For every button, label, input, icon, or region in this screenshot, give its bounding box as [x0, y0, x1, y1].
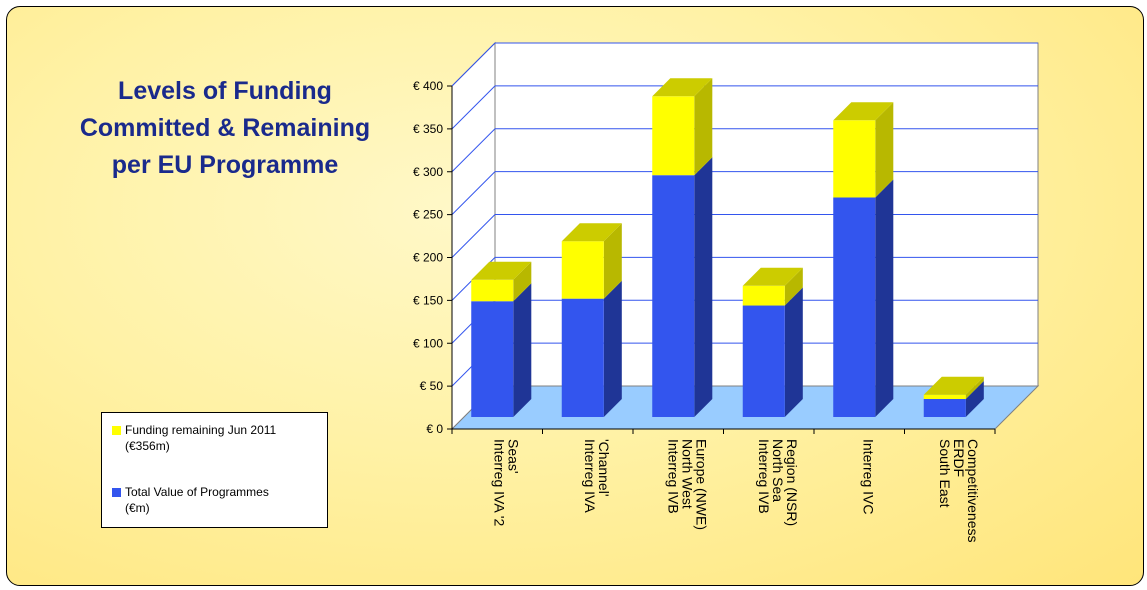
legend-swatch-remaining — [112, 426, 121, 435]
bar-3-series-1-front — [742, 285, 785, 306]
bar-2-series-1-front — [652, 96, 695, 176]
bar-2-series-0 — [652, 157, 713, 417]
bar-4-series-0-front — [833, 197, 876, 417]
y-tick-label-7: € 350 — [413, 122, 443, 136]
x-tick-label-3-line-0: Interreg IVB — [756, 439, 772, 514]
bar-4-series-1-top — [833, 102, 894, 121]
bar-3-series-1-top — [742, 267, 803, 286]
bar-5-series-0 — [923, 381, 984, 417]
gridline-side-5 — [451, 171, 496, 215]
x-tick-label-4: Interreg IVC — [860, 439, 876, 514]
bar-4-series-0-side — [875, 179, 894, 417]
bar-2-series-1-side — [694, 78, 713, 176]
legend-sub-remaining: (€356m) — [125, 439, 170, 453]
bar-1-series-1-top — [561, 223, 622, 242]
bar-3-series-0 — [742, 287, 803, 417]
x-tick-label-5-line-2: Competitiveness — [965, 439, 981, 543]
x-tick-label-5-line-0: South East — [937, 439, 953, 508]
legend-label-total: Total Value of Programmes — [125, 485, 269, 499]
bar-4-series-1 — [833, 102, 894, 198]
bar-1-series-1-front — [561, 241, 604, 299]
bar-5-series-0-front — [923, 398, 966, 417]
bar-3-series-0-side — [784, 287, 803, 417]
y-tick-label-5: € 250 — [413, 208, 443, 222]
bar-0-series-1-top — [471, 261, 532, 280]
chart-title-line-2: Committed & Remaining — [79, 114, 371, 142]
bar-0-series-0 — [471, 283, 532, 417]
x-tick-label-2-line-0: Interreg IVB — [665, 439, 681, 514]
x-tick-label-2-line-2: Europe (NWE) — [693, 439, 709, 530]
x-tick-label-0-line-0: Interreg IVA '2 — [491, 439, 507, 526]
x-tick-label-1-line-0: Interreg IVA — [582, 439, 598, 513]
chart-title: Levels of Funding Committed & Remaining … — [55, 73, 395, 184]
x-tick-label-1: Interreg IVA'Channel' — [582, 439, 612, 513]
gridline-side-7 — [451, 85, 496, 130]
x-tick-label-0-line-1: Seas' — [505, 439, 521, 474]
bar-1-series-0-side — [603, 280, 622, 417]
y-tick-label-3: € 150 — [413, 293, 443, 307]
y-tick-label-4: € 200 — [413, 251, 443, 265]
bar-4-series-1-front — [833, 120, 876, 198]
x-tick-label-5-line-1: ERDF — [951, 439, 967, 477]
bar-2-series-0-front — [652, 175, 695, 417]
bar-5-series-1-side — [965, 376, 984, 399]
y-tick-label-0: € 0 — [426, 422, 443, 436]
bar-5-series-1-top — [923, 376, 984, 395]
x-tick-label-3-line-2: Region (NSR) — [784, 439, 800, 526]
bar-3-series-1 — [742, 267, 803, 306]
x-tick-label-3-line-1: North Sea — [770, 439, 786, 502]
y-tick-label-1: € 50 — [420, 379, 444, 393]
legend-label-remaining: Funding remaining Jun 2011 — [125, 423, 277, 437]
bar-1-series-1 — [561, 223, 622, 299]
gridline-side-4 — [451, 214, 496, 258]
legend-swatch-total — [112, 488, 121, 497]
gridline-side-6 — [451, 128, 496, 173]
bar-1-series-1-side — [603, 223, 622, 299]
bar-5-series-0-side — [965, 381, 984, 417]
bar-0-series-1 — [471, 261, 532, 302]
y-tick-label-2: € 100 — [413, 336, 443, 350]
gridline-side-8 — [451, 42, 496, 87]
bar-0-series-1-side — [513, 261, 532, 302]
bar-1-series-0-front — [561, 298, 604, 417]
bar-5-series-1 — [923, 376, 984, 399]
bar-2-series-1-top — [652, 78, 713, 97]
x-tick-label-4-line-0: Interreg IVC — [860, 439, 876, 514]
chart-title-line-3: per EU Programme — [111, 151, 339, 179]
bar-2-series-1 — [652, 78, 713, 176]
bar-0-series-1-front — [471, 279, 514, 302]
legend-sub-total: (€m) — [125, 501, 150, 515]
y-tick-label-6: € 300 — [413, 165, 443, 179]
x-tick-label-2-line-1: North West — [679, 439, 695, 509]
bar-5-series-1-front — [923, 394, 966, 399]
chart-legend: Funding remaining Jun 2011 (€356m) Total… — [101, 412, 328, 528]
x-tick-label-1-line-1: 'Channel' — [596, 439, 612, 497]
bar-0-series-0-front — [471, 301, 514, 417]
bar-3-series-1-side — [784, 267, 803, 306]
bar-4-series-0 — [833, 179, 894, 417]
bar-2-series-0-side — [694, 157, 713, 417]
bar-3-series-0-front — [742, 305, 785, 417]
y-tick-label-8: € 400 — [413, 79, 443, 93]
bar-0-series-0-side — [513, 283, 532, 417]
bar-4-series-1-side — [875, 102, 894, 198]
chart-title-line-1: Levels of Funding — [118, 77, 332, 105]
bar-1-series-0 — [561, 280, 622, 417]
